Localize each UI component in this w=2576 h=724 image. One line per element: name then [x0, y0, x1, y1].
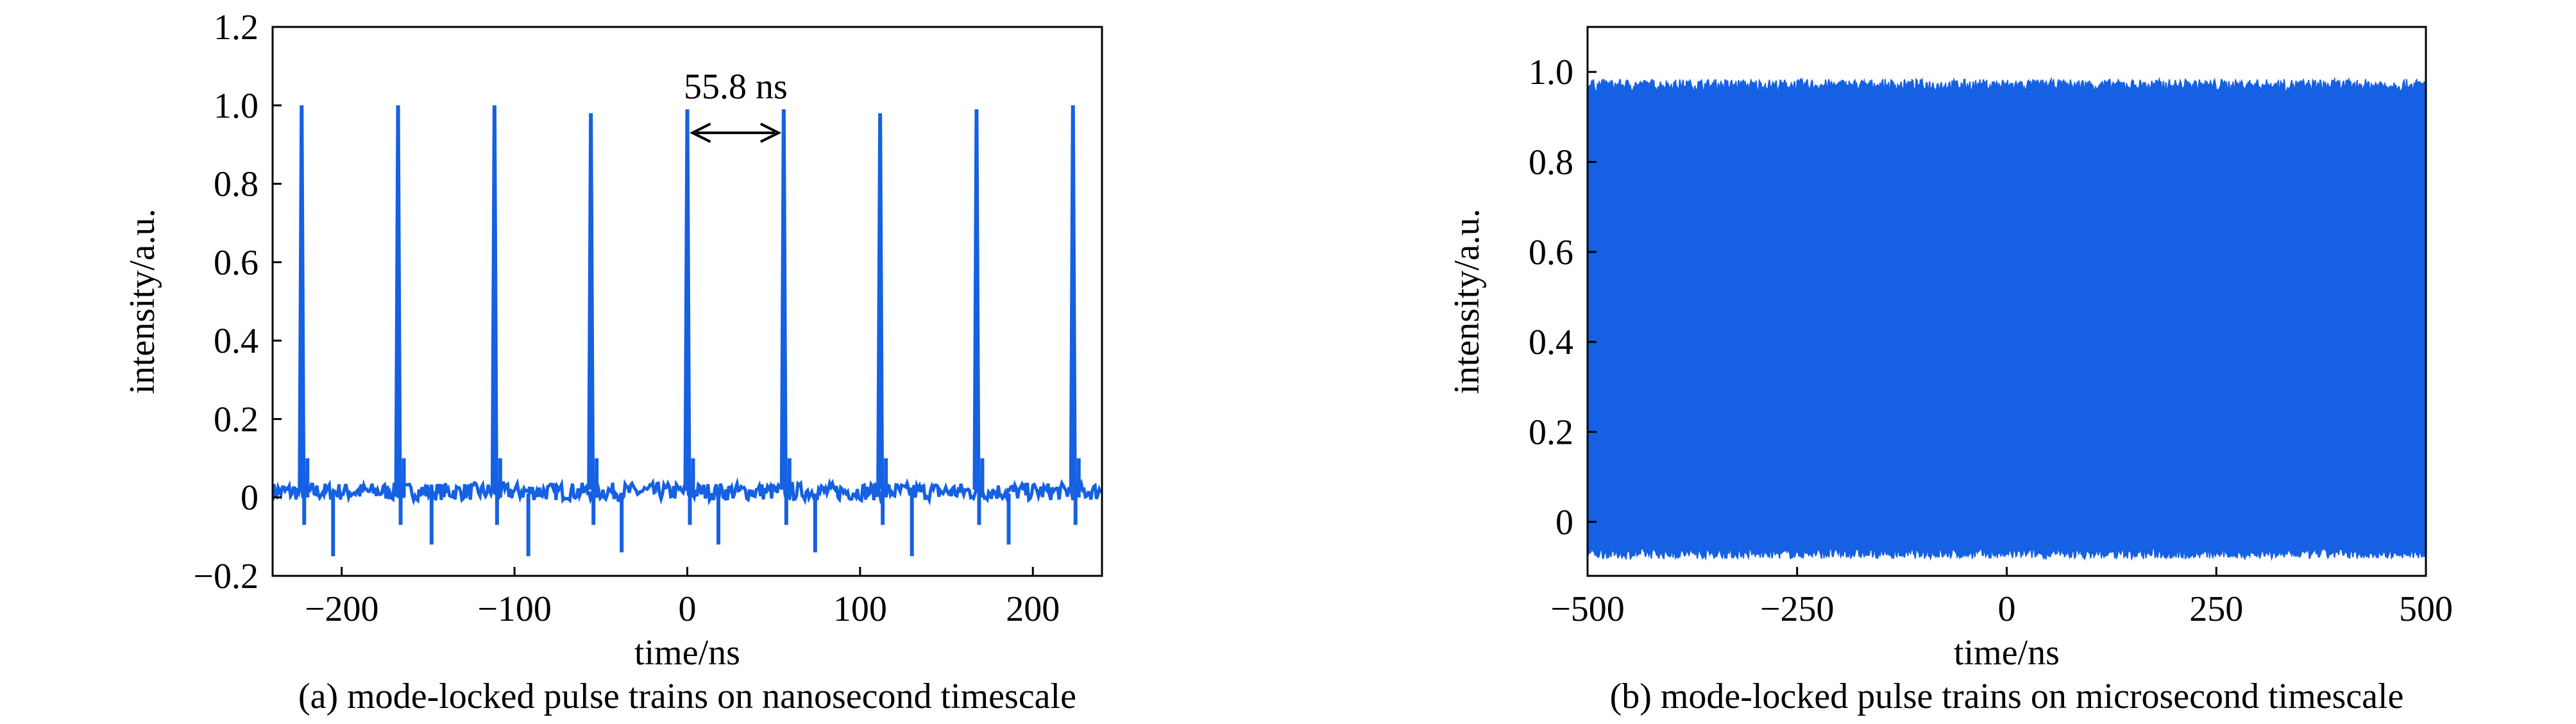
x-tick-label: −500 [1550, 589, 1625, 629]
y-tick-label: 0.8 [1529, 142, 1573, 182]
chart-a-annotation-arrowhead-right [759, 122, 782, 143]
chart-b-caption: (b) mode-locked pulse trains on microsec… [1610, 677, 2404, 716]
pulse-3 [587, 113, 599, 525]
chart-a: −200 −100 0 100 200 −0.200.20.40.60.81.01.2 … [123, 8, 1103, 716]
x-tick-label: 0 [1998, 589, 2016, 629]
chart-a-annotation-arrowhead-left [690, 122, 711, 143]
pulse-4 [683, 109, 695, 525]
pulse-5 [779, 109, 792, 525]
chart-a-series [273, 105, 1102, 557]
pulse-6 [876, 113, 888, 525]
pulse-1 [394, 105, 406, 525]
chart-a-y-axis-label: intensity/a.u. [123, 208, 162, 394]
pulse-train-envelope [1588, 76, 2426, 561]
y-tick-label: 1.0 [1529, 53, 1573, 92]
chart-a-x-axis-label: time/ns [634, 633, 740, 673]
chart-b-series [1588, 76, 2426, 561]
y-tick-label: 1.2 [214, 8, 258, 47]
y-tick-label: 0.8 [214, 165, 258, 205]
y-tick-label: 0.6 [214, 243, 258, 283]
pulse-2 [490, 105, 502, 525]
y-tick-label: 0.2 [1529, 412, 1573, 452]
x-tick-label: 100 [833, 589, 887, 629]
x-tick-label: −200 [305, 589, 379, 629]
chart-b-x-axis-label: time/ns [1954, 633, 2060, 673]
pulse-7 [972, 109, 985, 525]
pulse-0 [298, 105, 310, 525]
x-tick-label: 0 [679, 589, 697, 629]
chart-a-annotation: 55.8 ns [684, 67, 788, 143]
y-tick-label: 1.0 [214, 86, 258, 126]
chart-b-x-ticks: −500 −250 0 250 500 [1550, 567, 2453, 629]
x-tick-label: −100 [477, 589, 552, 629]
y-tick-label: 0.2 [214, 400, 258, 439]
chart-a-caption: (a) mode-locked pulse trains on nanoseco… [298, 677, 1076, 716]
chart-b: −500 −250 0 250 500 0 0.2 0.4 0.6 0.8 1.0 time/ns… [1447, 26, 2453, 716]
chart-b-y-axis-label: intensity/a.u. [1447, 208, 1487, 394]
y-tick-label: 0.4 [214, 321, 258, 361]
y-tick-label: −0.2 [193, 557, 258, 596]
x-tick-label: 200 [1006, 589, 1060, 629]
x-tick-label: 500 [2399, 589, 2453, 629]
chart-a-annotation-label: 55.8 ns [684, 67, 788, 107]
x-tick-label: 250 [2189, 589, 2243, 629]
x-tick-label: −250 [1760, 589, 1835, 629]
chart-a-y-ticks: −0.2 0 0.2 0.4 0.6 0.8 1.0 1.2 [193, 8, 282, 596]
y-tick-label: 0.6 [1529, 233, 1573, 273]
chart-b-y-ticks: 0 0.2 0.4 0.6 0.8 1.0 [1529, 53, 1597, 543]
y-tick-label: 0.4 [1529, 323, 1573, 362]
chart-a-x-ticks: −200 −100 0 100 200 [305, 567, 1060, 629]
pulse-8 [1069, 105, 1081, 525]
y-tick-label: 0 [241, 478, 258, 518]
y-tick-label: 0 [1555, 503, 1573, 543]
